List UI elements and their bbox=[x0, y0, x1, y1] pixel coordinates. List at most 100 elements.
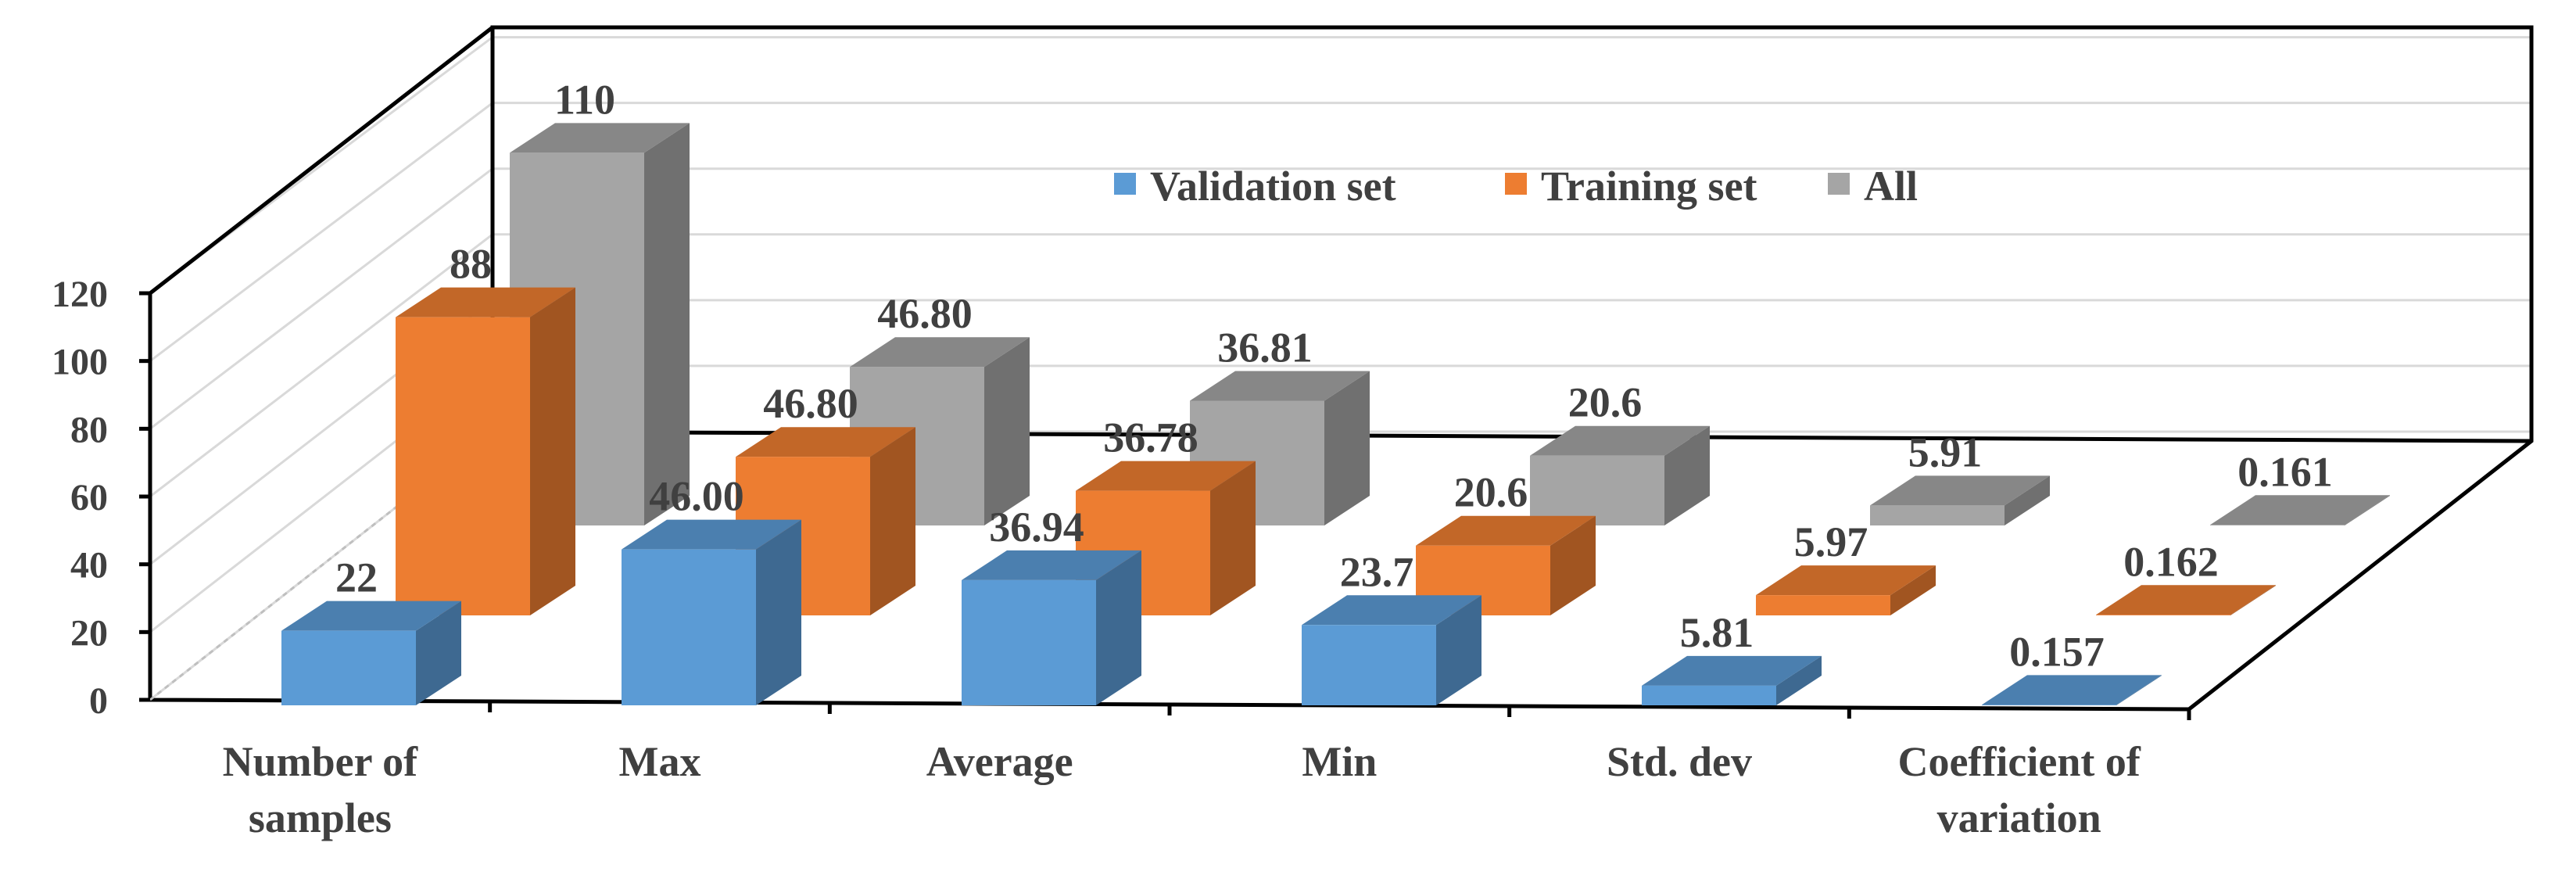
bar bbox=[1982, 675, 2162, 705]
bar-side bbox=[1210, 461, 1256, 615]
data-label: 5.91 bbox=[1908, 429, 1983, 475]
bar-side bbox=[1324, 371, 1370, 525]
bar bbox=[1870, 475, 2050, 525]
bar-front bbox=[622, 549, 756, 705]
data-label: 110 bbox=[554, 76, 615, 123]
x-category-label: Min bbox=[1302, 738, 1377, 785]
bar-top bbox=[1076, 461, 1256, 491]
bar bbox=[1642, 655, 1822, 705]
y-tick-label: 100 bbox=[52, 342, 108, 383]
bar-top bbox=[1982, 675, 2162, 705]
y-tick-label: 60 bbox=[70, 477, 108, 518]
data-label: 23.7 bbox=[1340, 548, 1414, 595]
bar-front bbox=[1302, 625, 1436, 705]
bar-top bbox=[962, 550, 1141, 580]
legend-swatch bbox=[1828, 173, 1850, 195]
data-label: 46.80 bbox=[763, 380, 858, 427]
bar-top bbox=[396, 287, 575, 317]
bar-side bbox=[870, 427, 915, 615]
bar-front bbox=[1756, 595, 1890, 615]
bar-top bbox=[2210, 495, 2390, 525]
data-label: 46.80 bbox=[877, 290, 973, 337]
bar-side bbox=[416, 601, 461, 705]
data-label: 88 bbox=[450, 241, 492, 288]
bar-side bbox=[2116, 675, 2162, 705]
y-tick-label: 120 bbox=[52, 274, 108, 315]
bar-side bbox=[2345, 495, 2390, 525]
data-label: 36.81 bbox=[1217, 324, 1313, 371]
bar-top bbox=[2096, 585, 2276, 615]
bar bbox=[1530, 425, 1710, 525]
data-label: 0.161 bbox=[2237, 448, 2333, 495]
y-tick-label: 20 bbox=[70, 612, 108, 654]
bar-side bbox=[530, 287, 575, 615]
bar-top bbox=[1530, 425, 1710, 456]
legend-item: Validation set bbox=[1114, 163, 1396, 210]
bar bbox=[1190, 371, 1370, 525]
bar bbox=[2096, 585, 2276, 615]
bar-front bbox=[1642, 685, 1776, 705]
data-label: 5.81 bbox=[1680, 609, 1754, 656]
floor-edge bbox=[149, 430, 493, 701]
legend-swatch bbox=[1505, 173, 1527, 195]
bar-side bbox=[1664, 425, 1710, 525]
bar-front bbox=[1530, 455, 1664, 525]
data-label: 22 bbox=[335, 554, 378, 601]
bar-side bbox=[1096, 550, 1141, 705]
data-label: 0.162 bbox=[2123, 538, 2219, 585]
bar bbox=[962, 550, 1141, 705]
bar-top bbox=[1190, 371, 1370, 401]
bar-side bbox=[984, 337, 1030, 525]
bar-top bbox=[281, 601, 461, 631]
bar-side bbox=[1776, 655, 1822, 705]
legend-swatch bbox=[1114, 173, 1136, 195]
legend-item: All bbox=[1828, 163, 1918, 210]
bar bbox=[396, 287, 575, 615]
x-category-label: Number of samples bbox=[223, 738, 419, 841]
bar-front bbox=[396, 317, 530, 615]
y-tick-label: 0 bbox=[89, 680, 108, 722]
bar-side bbox=[1436, 595, 1481, 705]
bar-side bbox=[644, 123, 690, 526]
data-label: 0.157 bbox=[2009, 628, 2105, 675]
bar-side bbox=[1890, 565, 1936, 615]
bars bbox=[281, 123, 2390, 705]
bar-top bbox=[622, 519, 801, 550]
bar bbox=[1756, 565, 1936, 615]
bar-top bbox=[510, 123, 690, 153]
legend: Validation set Training set All bbox=[1114, 163, 1918, 210]
bar-top bbox=[736, 427, 915, 457]
y-tick-label: 80 bbox=[70, 409, 108, 450]
bar-top bbox=[1302, 595, 1481, 626]
bar-top bbox=[1416, 515, 1596, 546]
bar-side bbox=[756, 519, 801, 705]
bar-front bbox=[281, 630, 416, 705]
x-category-label: Max bbox=[619, 738, 701, 785]
x-axis: Number of samples Max Average Min Std. dev Coe… bbox=[223, 701, 2191, 841]
data-label: 46.00 bbox=[649, 473, 744, 520]
bar bbox=[1302, 595, 1481, 705]
bar-front bbox=[1870, 505, 2005, 525]
bar-side bbox=[2230, 585, 2276, 615]
bar-top bbox=[1756, 565, 1936, 596]
bar-front bbox=[962, 579, 1096, 705]
y-axis: 0 20 40 60 80 100 120 bbox=[52, 274, 150, 722]
bar-top bbox=[1642, 655, 1822, 686]
legend-item: Training set bbox=[1505, 163, 1757, 210]
y-tick-label: 40 bbox=[70, 545, 108, 586]
data-label: 20.6 bbox=[1568, 379, 1643, 426]
legend-label: All bbox=[1864, 163, 1918, 210]
bar-side bbox=[2005, 475, 2050, 525]
bar bbox=[2210, 495, 2390, 525]
bar-top bbox=[1870, 475, 2050, 506]
bar-top bbox=[850, 337, 1030, 368]
legend-label: Validation set bbox=[1150, 163, 1396, 210]
bar bbox=[281, 601, 461, 705]
bar bbox=[622, 519, 801, 705]
x-category-label: Coefficient of variation bbox=[1897, 738, 2141, 841]
data-label: 5.97 bbox=[1794, 518, 1868, 565]
data-labels: 110 46.80 36.81 20.6 5.91 0.161 88 46.80 36.78 20… bbox=[335, 76, 2333, 675]
bar-side bbox=[1550, 515, 1596, 615]
x-category-label: Std. dev bbox=[1607, 738, 1752, 785]
